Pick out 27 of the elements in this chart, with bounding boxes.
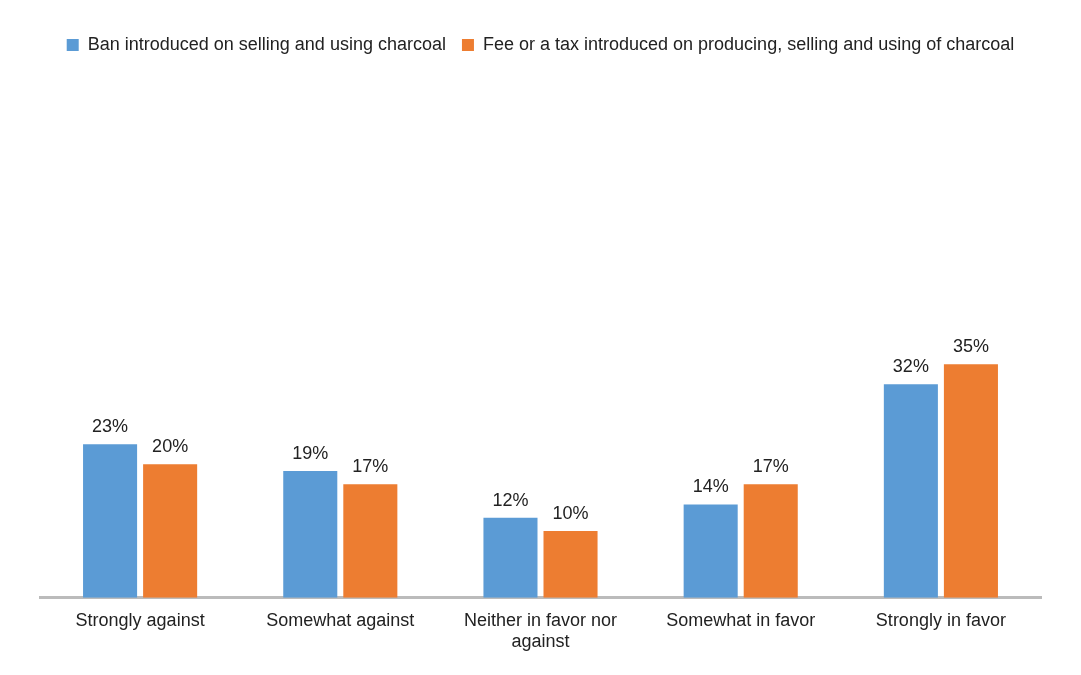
x-tick-label: Neither in favor nor against (463, 609, 618, 652)
data-label: 35% (952, 336, 989, 357)
bar (283, 471, 338, 598)
x-tick-label: Strongly against (75, 609, 205, 630)
data-label: 10% (552, 503, 589, 524)
bar (483, 517, 538, 598)
legend-label: Ban introduced on selling and using charcoal (87, 33, 446, 54)
bar (143, 464, 198, 598)
data-label: 32% (892, 356, 929, 377)
data-label: 17% (352, 456, 389, 477)
data-label: 19% (292, 442, 329, 463)
x-tick-label: Somewhat in favor (666, 609, 816, 630)
bar (883, 384, 938, 598)
bar (683, 504, 738, 598)
bar (343, 484, 398, 598)
bar (743, 484, 798, 598)
x-tick-label: Strongly in favor (875, 609, 1006, 630)
data-label: 12% (492, 489, 529, 510)
bar (543, 531, 598, 598)
x-tick-label: Somewhat against (266, 609, 415, 630)
data-label: 17% (752, 456, 789, 477)
legend-label: Fee or a tax introduced on producing, selling and using of charcoal (482, 33, 1015, 54)
data-label: 14% (692, 476, 729, 497)
data-label: 20% (152, 436, 189, 457)
data-label: 23% (92, 416, 129, 437)
bar (943, 364, 998, 598)
bar (83, 444, 138, 598)
